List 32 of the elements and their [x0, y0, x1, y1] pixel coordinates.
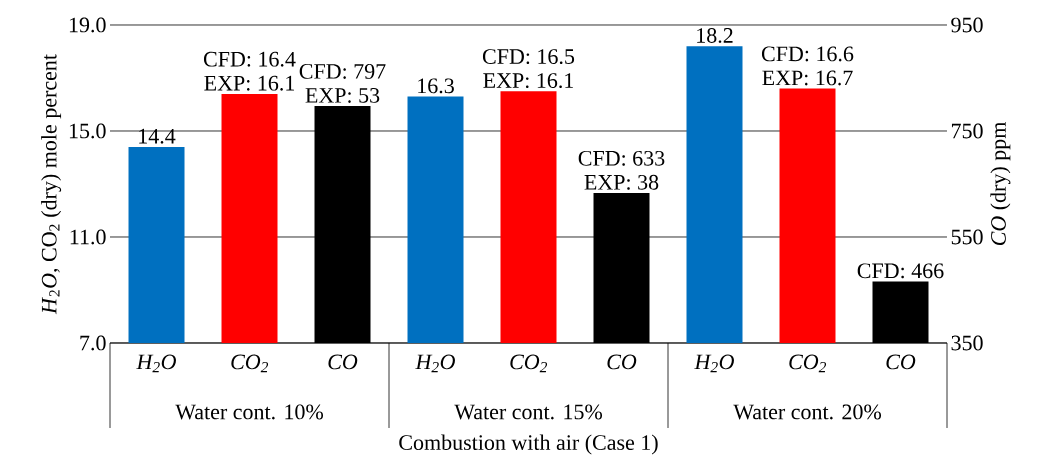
text: Water cont. 10% — [175, 404, 324, 420]
x-tick-label: CO$_{2}$ — [510, 354, 548, 373]
data-label: CFD: 16.4 EXP: 16.1 — [203, 51, 296, 91]
x-tick-label: CO$_{2}$ — [789, 354, 827, 373]
y-tick-label: 15.0 — [69, 123, 106, 139]
x-tick-label: H$_{2}$O — [694, 354, 734, 373]
y2-tick-label: 950 — [951, 17, 983, 33]
y-tick-label: 11.0 — [70, 229, 106, 245]
x-tick-label: H$_{2}$O — [415, 354, 455, 373]
x-axis-title: Combustion with air (Case 1) — [399, 434, 658, 455]
y2-axis-title: CO (dry) ppm — [990, 122, 1011, 246]
y2-tick-label: 550 — [951, 229, 983, 245]
data-label: CFD: 466 — [857, 263, 944, 279]
y2-tick-label: 350 — [951, 335, 983, 351]
data-label: 18.2 — [697, 28, 733, 43]
x-tick-label: CO — [328, 354, 358, 370]
data-label: CFD: 797 EXP: 53 — [299, 64, 386, 103]
x-tick-label: CO — [886, 354, 916, 370]
x-tick-label: H$_{2}$O — [136, 354, 176, 373]
y2-tick-label: 750 — [951, 123, 983, 139]
data-label: CFD: 16.5 EXP: 16.1 — [482, 49, 575, 89]
data-label: CFD: 16.6 EXP: 16.7 — [761, 46, 854, 86]
y-axis-title: H$_{2}$O, CO$_{2}$ (dry) mole percent — [41, 54, 62, 315]
y-tick-label: 19.0 — [69, 17, 106, 33]
text: Water cont. 20% — [733, 404, 882, 420]
data-label: 16.3 — [418, 78, 454, 94]
data-label: 14.4 — [139, 128, 176, 144]
text: Water cont. 15% — [454, 404, 603, 420]
x-tick-label: CO — [607, 354, 637, 370]
y-tick-label: 7.0 — [80, 335, 106, 351]
x-tick-label: CO$_{2}$ — [231, 354, 269, 373]
data-label: CFD: 633 EXP: 38 — [578, 150, 665, 190]
